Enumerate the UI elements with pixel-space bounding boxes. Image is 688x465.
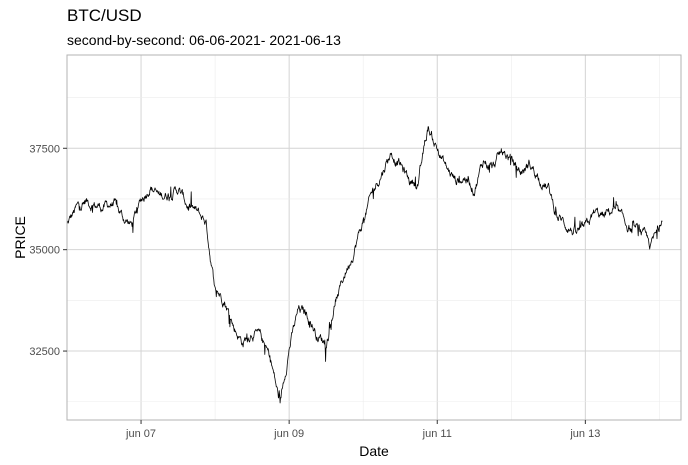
y-tick-label: 37500 [29, 143, 60, 155]
y-axis: 32500 35000 37500 [29, 143, 67, 358]
x-tick-label: jun 11 [422, 428, 452, 440]
y-tick-label: 32500 [29, 346, 60, 358]
x-tick-label: jun 07 [125, 428, 156, 440]
chart-title: BTC/USD [67, 6, 142, 25]
x-axis-title: Date [359, 443, 389, 459]
btc-price-line [66, 126, 663, 404]
series-line [66, 126, 663, 404]
x-tick-label: jun 09 [273, 428, 304, 440]
y-axis-title: PRICE [12, 216, 28, 259]
x-tick-label: jun 13 [569, 428, 600, 440]
chart-subtitle: second-by-second: 06-06-2021- 2021-06-13 [67, 32, 341, 48]
x-axis: jun 07 jun 09 jun 11 jun 13 [125, 420, 600, 440]
y-tick-label: 35000 [29, 245, 60, 257]
grid [66, 55, 681, 420]
plot-panel [66, 54, 682, 421]
